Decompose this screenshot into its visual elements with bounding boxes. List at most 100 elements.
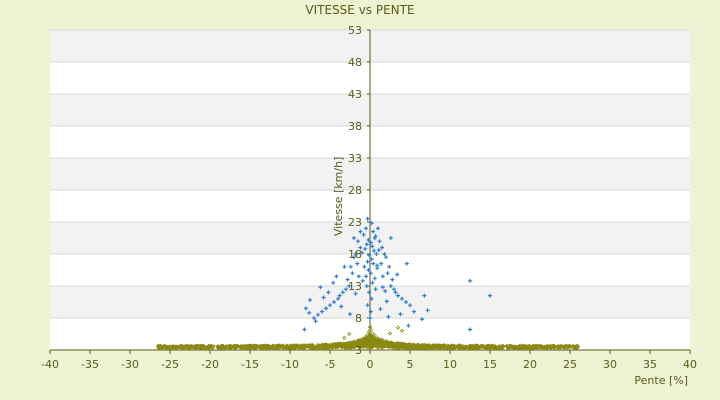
data-point [344, 341, 349, 347]
data-point [365, 303, 370, 308]
data-point [468, 278, 472, 283]
data-point [476, 344, 481, 350]
data-point [374, 252, 379, 256]
data-point [478, 344, 484, 349]
data-point [517, 345, 522, 350]
y-axis-label: Vitesse [km/h] [332, 157, 345, 237]
data-point [336, 296, 340, 301]
data-point [366, 341, 371, 346]
data-point [531, 343, 537, 349]
x-tick-label: -40 [41, 358, 59, 371]
data-point [373, 287, 378, 292]
data-point [312, 316, 316, 320]
data-point [420, 317, 424, 322]
data-point [348, 264, 353, 269]
data-point [368, 309, 373, 314]
data-point [395, 272, 400, 277]
data-point [364, 284, 369, 288]
data-point [380, 340, 385, 345]
data-point [352, 236, 356, 240]
data-point [207, 344, 213, 349]
data-point [384, 299, 389, 304]
data-point [318, 344, 323, 349]
data-point [191, 344, 197, 349]
data-point [370, 331, 375, 336]
data-point [372, 342, 377, 348]
x-tick-label: 5 [407, 358, 414, 371]
x-tick-label: -25 [161, 358, 179, 371]
data-point [345, 277, 350, 282]
data-point [398, 342, 403, 347]
data-point [379, 337, 385, 342]
data-point [264, 345, 269, 350]
data-point [487, 345, 493, 351]
data-point [268, 344, 274, 350]
data-point [372, 333, 377, 339]
data-point [297, 344, 302, 350]
data-point [367, 290, 372, 295]
y-tick-label: 13 [348, 280, 362, 293]
data-point [347, 331, 352, 337]
data-point [412, 343, 417, 348]
data-point [400, 296, 404, 301]
data-point [401, 345, 407, 350]
data-point [361, 232, 366, 237]
y-tick-label: 43 [348, 88, 362, 101]
data-point [311, 345, 317, 351]
data-point [389, 340, 395, 346]
data-point [344, 287, 348, 292]
data-point [167, 344, 173, 349]
data-point [479, 344, 485, 349]
x-tick-label: -20 [201, 358, 219, 371]
data-point [235, 343, 241, 349]
data-point [302, 343, 307, 348]
data-point [275, 345, 281, 350]
data-point [404, 261, 409, 266]
data-point [523, 344, 528, 350]
data-point [398, 312, 403, 317]
data-point [254, 344, 259, 349]
data-point [434, 344, 439, 350]
data-point [259, 343, 264, 349]
data-point [198, 345, 204, 350]
data-point [414, 344, 419, 349]
y-tick-label: 3 [355, 344, 362, 357]
data-point [575, 344, 581, 349]
data-point [195, 345, 200, 350]
data-point [370, 280, 375, 285]
data-point [393, 290, 398, 295]
data-point [367, 337, 373, 342]
data-point [388, 236, 393, 240]
data-point [365, 216, 370, 221]
data-point [368, 271, 373, 276]
data-point [360, 278, 365, 283]
data-point [352, 255, 356, 260]
data-point [360, 250, 364, 255]
data-point [395, 325, 401, 330]
data-point [231, 343, 237, 349]
data-point [363, 335, 368, 340]
data-point [497, 345, 502, 350]
data-point [331, 280, 336, 285]
data-point [364, 242, 369, 247]
y-tick-label: 38 [348, 120, 362, 133]
data-point [378, 338, 383, 343]
y-tick-label: 33 [348, 152, 362, 165]
data-point [229, 344, 234, 349]
data-point [399, 328, 405, 333]
data-point [284, 343, 290, 349]
data-point [396, 293, 400, 298]
data-point [353, 252, 358, 256]
data-point [332, 300, 336, 304]
data-point [271, 343, 277, 349]
data-point [186, 344, 191, 350]
x-tick-label: 30 [603, 358, 617, 371]
data-point [187, 345, 193, 351]
data-point [378, 307, 383, 312]
data-point [422, 345, 427, 350]
data-point [358, 245, 363, 250]
data-point [271, 345, 276, 350]
data-point [247, 343, 253, 348]
data-point [376, 226, 380, 231]
data-point [555, 344, 560, 349]
